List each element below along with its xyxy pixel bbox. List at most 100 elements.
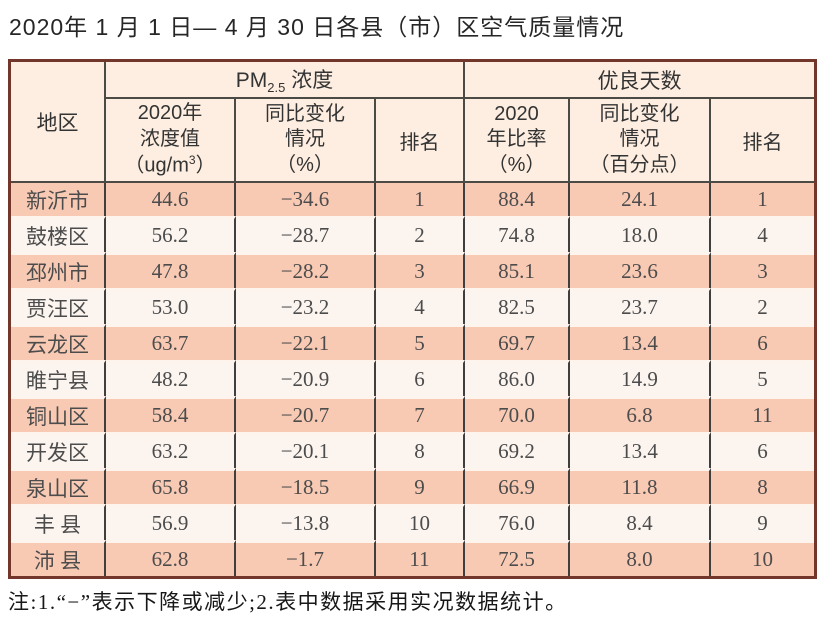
pm25-change-column-header: 同比变化 情况 （%） [236,99,376,184]
ratio-cell: 86.0 [465,360,570,397]
ratio-change-cell: 24.1 [570,183,711,217]
ratio-cell: 74.8 [465,216,570,253]
ratio-column-header: 2020 年比率 （%） [465,99,570,184]
pm25-value-cell: 56.2 [106,216,236,253]
ratio-cell: 69.2 [465,432,570,469]
pm25-change-cell: −34.6 [236,183,376,217]
ratio-cell: 76.0 [465,504,570,541]
pm25-value-cell: 56.9 [106,504,236,541]
ratio-change-cell: 8.4 [570,504,711,541]
table-row: 泉山区 65.8 −18.5 9 66.9 11.8 8 [11,468,814,505]
pm25-rank-cell: 2 [376,216,465,253]
table-row: 贾汪区 53.0 −23.2 4 82.5 23.7 2 [11,288,814,325]
ratio-cell: 69.7 [465,324,570,361]
region-cell: 贾汪区 [11,288,106,325]
pm25-rank-cell: 5 [376,324,465,361]
days-rank-cell: 9 [711,504,814,540]
region-cell: 新沂市 [11,183,106,217]
pm25-value-cell: 48.2 [106,360,236,397]
table-body: 新沂市 44.6 −34.6 1 88.4 24.1 1 鼓楼区 56.2 −2… [11,183,814,577]
days-rank-cell: 10 [711,540,814,576]
days-rank-cell: 2 [711,288,814,324]
pm25-rank-cell: 3 [376,252,465,289]
table-row: 邳州市 47.8 −28.2 3 85.1 23.6 3 [11,252,814,289]
concentration-column-header: 2020年 浓度值 （ug/m3） [106,99,236,184]
pm25-rank-cell: 7 [376,396,465,433]
days-rank-cell: 6 [711,432,814,468]
pm25-change-cell: −13.8 [236,504,376,541]
ratio-change-cell: 6.8 [570,396,711,433]
good-days-rank-column-header: 排名 [711,99,814,184]
region-cell: 泉山区 [11,468,106,505]
pm25-label: PM2.5 浓度 [235,69,334,96]
header-group-row: 地区 PM2.5 浓度 优良天数 [11,62,814,184]
table-row: 沛 县 62.8 −1.7 11 72.5 8.0 10 [11,540,814,577]
ratio-change-cell: 8.0 [570,540,711,577]
data-table: 地区 PM2.5 浓度 优良天数 2020年 浓度值 （ug/m3） 同比变化 … [11,62,814,577]
region-cell: 开发区 [11,432,106,469]
region-cell: 邳州市 [11,252,106,289]
footnote: 注:1.“−”表示下降或减少;2.表中数据采用实况数据统计。 [8,590,568,614]
days-rank-cell: 1 [757,187,768,212]
table-row: 睢宁县 48.2 −20.9 6 86.0 14.9 5 [11,360,814,397]
pm25-group-header: PM2.5 浓度 [106,62,465,100]
pm25-value-cell: 62.8 [106,540,236,577]
region-cell: 云龙区 [11,324,106,361]
pm25-change-cell: −18.5 [236,468,376,505]
region-cell: 沛 县 [11,540,106,577]
ratio-cell: 88.4 [465,183,570,217]
ratio-change-cell: 23.7 [570,288,711,325]
region-cell: 丰 县 [11,504,106,541]
pm25-rank-cell: 4 [376,288,465,325]
pm25-change-cell: −22.1 [236,324,376,361]
ratio-change-cell: 23.6 [570,252,711,289]
region-cell: 睢宁县 [11,360,106,397]
ratio-cell: 85.1 [465,252,570,289]
days-rank-cell: 8 [711,468,814,504]
pm25-value-cell: 58.4 [106,396,236,433]
ratio-change-cell: 14.9 [570,360,711,397]
ratio-cell: 70.0 [465,396,570,433]
region-column-header: 地区 [11,62,106,184]
days-rank-cell: 3 [711,252,814,288]
table-row: 云龙区 63.7 −22.1 5 69.7 13.4 6 [11,324,814,361]
days-rank-cell: 5 [711,360,814,396]
pm25-value-cell: 53.0 [106,288,236,325]
pm25-rank-cell: 6 [376,360,465,397]
pm25-rank-cell: 1 [376,183,465,217]
good-days-change-column-header: 同比变化 情况 （百分点） [570,99,711,184]
days-rank-cell: 11 [711,396,814,432]
pm25-rank-cell: 9 [376,468,465,505]
pm25-change-cell: −28.7 [236,216,376,253]
table-row: 开发区 63.2 −20.1 8 69.2 13.4 6 [11,432,814,469]
page-title: 2020年 1 月 1 日— 4 月 30 日各县（市）区空气质量情况 [9,14,625,40]
ratio-cell: 82.5 [465,288,570,325]
pm25-rank-cell: 10 [376,504,465,541]
unit-line: （ug/m3） [124,152,216,177]
pm25-value-cell: 63.7 [106,324,236,361]
pm25-rank-cell: 8 [376,432,465,469]
table-row: 鼓楼区 56.2 −28.7 2 74.8 18.0 4 [11,216,814,253]
pm25-change-cell: −23.2 [236,288,376,325]
pm25-value-cell: 44.6 [106,183,236,217]
ratio-change-cell: 13.4 [570,432,711,469]
header-sub-row: 2020年 浓度值 （ug/m3） 同比变化 情况 （%） 排名 2020 年比… [11,99,814,184]
pm25-rank-column-header: 排名 [376,99,465,184]
good-days-group-header: 优良天数 [465,62,814,100]
air-quality-table: 地区 PM2.5 浓度 优良天数 2020年 浓度值 （ug/m3） 同比变化 … [8,59,817,580]
pm25-rank-cell: 11 [376,540,465,577]
table-row: 新沂市 44.6 −34.6 1 88.4 24.1 1 [11,183,814,217]
pm25-change-cell: −20.9 [236,360,376,397]
pm25-change-cell: −20.7 [236,396,376,433]
ratio-change-cell: 11.8 [570,468,711,505]
pm25-value-cell: 65.8 [106,468,236,505]
table-row: 丰 县 56.9 −13.8 10 76.0 8.4 9 [11,504,814,541]
pm25-change-cell: −1.7 [236,540,376,577]
table-row: 铜山区 58.4 −20.7 7 70.0 6.8 11 [11,396,814,433]
pm25-change-cell: −20.1 [236,432,376,469]
region-cell: 鼓楼区 [11,216,106,253]
table-header: 地区 PM2.5 浓度 优良天数 2020年 浓度值 （ug/m3） 同比变化 … [11,62,814,184]
region-cell: 铜山区 [11,396,106,433]
ratio-change-cell: 13.4 [570,324,711,361]
